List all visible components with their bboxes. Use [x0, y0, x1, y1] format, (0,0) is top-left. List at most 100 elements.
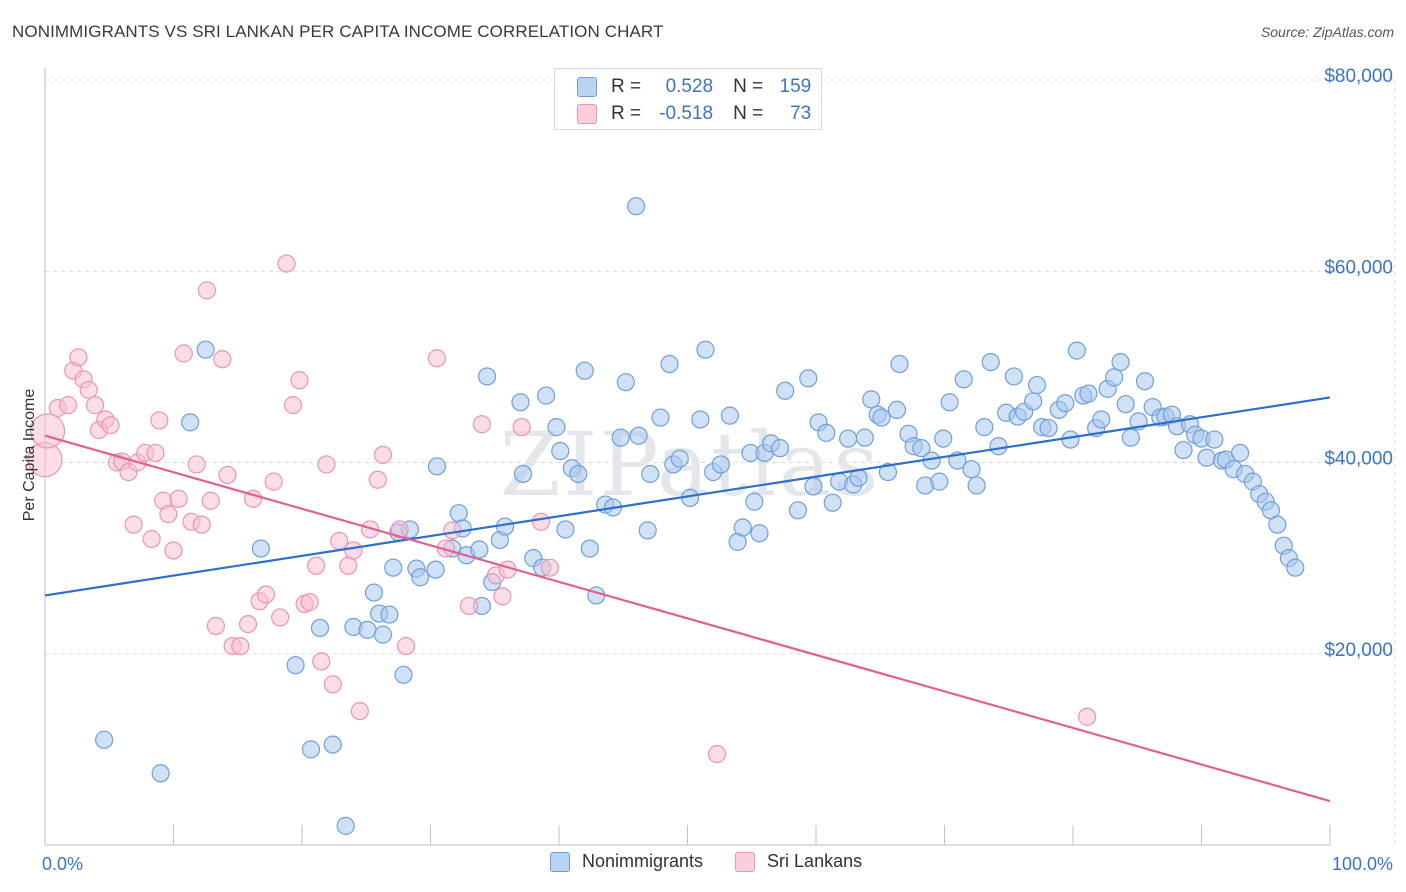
point-nonimmigrants — [934, 429, 953, 448]
point-nonimmigrants — [975, 418, 994, 437]
legend-label-sri-lankans: Sri Lankans — [767, 851, 863, 871]
point-nonimmigrants — [537, 386, 556, 405]
trend-line-nonimmigrants — [44, 396, 1331, 597]
point-sri-lankans — [146, 443, 165, 463]
series-nonimmigrants — [95, 197, 1305, 835]
legend-swatch-blue — [550, 851, 570, 872]
point-sri-lankans — [124, 515, 143, 534]
point-sri-lankans — [307, 556, 326, 575]
point-nonimmigrants — [151, 764, 170, 783]
point-sri-lankans — [218, 465, 237, 485]
point-sri-lankans — [390, 520, 409, 539]
point-nonimmigrants — [470, 540, 489, 559]
point-nonimmigrants — [1105, 368, 1124, 387]
point-sri-lankans — [206, 616, 226, 636]
point-sri-lankans — [174, 344, 193, 363]
point-nonimmigrants — [890, 354, 909, 374]
source-label: Source: ZipAtlas.com — [1260, 24, 1394, 40]
point-sri-lankans — [264, 472, 283, 491]
point-nonimmigrants — [380, 605, 399, 624]
legend-r-label: R = — [611, 76, 642, 97]
chart-title: NONIMMIGRANTS VS SRI LANKAN PER CAPITA I… — [12, 22, 664, 41]
series-sri-lankans — [27, 254, 1097, 764]
point-nonimmigrants — [323, 735, 342, 754]
point-nonimmigrants — [513, 464, 533, 484]
legend-row-sri-lankans: R = -0.518 N = 73 — [577, 102, 811, 126]
legend-r-value: 0.528 — [665, 76, 714, 97]
correlation-legend: R = 0.528 N = 159 R = -0.518 N = 73 — [554, 68, 822, 130]
point-sri-lankans — [283, 396, 303, 415]
point-sri-lankans — [159, 505, 178, 524]
point-nonimmigrants — [394, 665, 413, 684]
point-nonimmigrants — [711, 455, 731, 474]
point-nonimmigrants — [670, 449, 689, 468]
point-sri-lankans — [443, 521, 462, 540]
point-sri-lankans — [531, 512, 551, 531]
point-nonimmigrants — [696, 340, 715, 359]
point-nonimmigrants — [196, 340, 215, 359]
point-nonimmigrants — [373, 625, 393, 644]
point-sri-lankans — [368, 470, 387, 489]
point-nonimmigrants — [427, 457, 447, 476]
point-sri-lankans — [79, 380, 98, 399]
point-nonimmigrants — [310, 618, 330, 638]
point-sri-lankans — [187, 455, 206, 474]
point-nonimmigrants — [930, 472, 949, 491]
point-nonimmigrants — [181, 413, 200, 432]
point-nonimmigrants — [364, 583, 384, 602]
point-sri-lankans — [493, 587, 512, 606]
point-nonimmigrants — [989, 437, 1008, 456]
y-tick-label: $80,000 — [1324, 66, 1393, 87]
point-nonimmigrants — [1116, 395, 1135, 414]
point-sri-lankans — [512, 418, 531, 437]
point-sri-lankans — [277, 254, 296, 273]
point-nonimmigrants — [1121, 428, 1140, 447]
point-sri-lankans — [271, 608, 290, 627]
legend-item-sri-lankans[interactable]: Sri Lankans — [735, 851, 862, 872]
legend-swatch-pink — [735, 851, 756, 872]
point-nonimmigrants — [1027, 375, 1047, 395]
point-sri-lankans — [459, 596, 479, 616]
point-nonimmigrants — [511, 393, 530, 412]
y-tick-labels: $20,000 $40,000 $60,000 $80,000 — [1324, 66, 1393, 661]
point-nonimmigrants — [556, 520, 575, 539]
point-nonimmigrants — [95, 730, 114, 749]
point-nonimmigrants — [580, 539, 599, 558]
point-nonimmigrants — [1056, 394, 1075, 413]
point-sri-lankans — [201, 491, 220, 510]
x-tick-labels: 0.0% 100.0% — [42, 854, 1393, 874]
point-nonimmigrants — [823, 493, 842, 512]
point-nonimmigrants — [286, 656, 305, 675]
legend-item-nonimmigrants[interactable]: Nonimmigrants — [550, 851, 703, 872]
point-nonimmigrants — [962, 460, 981, 479]
point-nonimmigrants — [1174, 440, 1193, 460]
point-nonimmigrants — [547, 418, 566, 437]
point-nonimmigrants — [384, 558, 403, 577]
point-nonimmigrants — [616, 373, 635, 392]
point-nonimmigrants — [733, 518, 752, 537]
x-tick-label-min: 0.0% — [42, 854, 83, 874]
point-nonimmigrants — [804, 477, 823, 496]
point-sri-lankans — [142, 529, 161, 549]
point-sri-lankans — [213, 350, 232, 369]
point-nonimmigrants — [1135, 372, 1155, 391]
point-nonimmigrants — [887, 400, 907, 420]
legend-n-value: 73 — [790, 103, 812, 124]
point-nonimmigrants — [1004, 367, 1023, 386]
point-nonimmigrants — [839, 429, 858, 448]
point-nonimmigrants — [626, 197, 646, 216]
point-sri-lankans — [707, 745, 727, 764]
point-nonimmigrants — [651, 408, 670, 427]
point-nonimmigrants — [629, 426, 648, 445]
point-sri-lankans — [231, 636, 250, 656]
point-sri-lankans — [1078, 707, 1097, 726]
point-nonimmigrants — [551, 441, 570, 461]
point-sri-lankans — [344, 541, 363, 560]
point-nonimmigrants — [817, 423, 836, 442]
point-sri-lankans — [396, 636, 416, 656]
point-sri-lankans — [339, 556, 358, 575]
point-nonimmigrants — [770, 439, 790, 458]
point-nonimmigrants — [776, 381, 795, 400]
point-nonimmigrants — [1024, 392, 1043, 411]
